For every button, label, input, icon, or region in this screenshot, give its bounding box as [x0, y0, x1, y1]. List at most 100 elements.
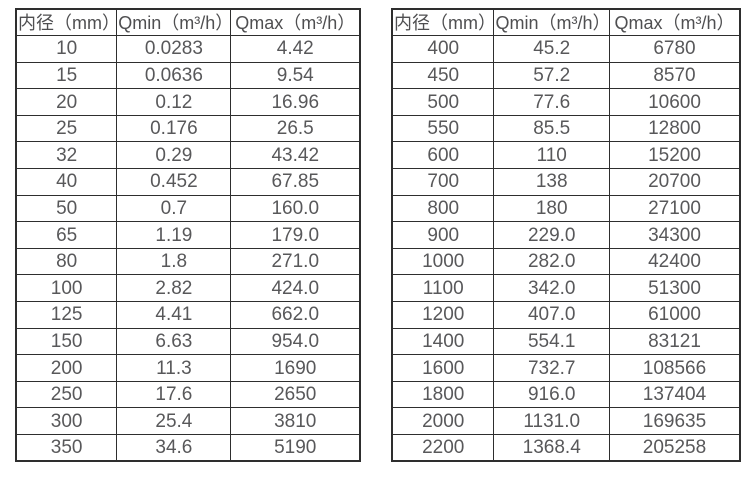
table-row: 100 2.82 424.0: [15, 274, 361, 303]
table-cell: 900: [391, 221, 495, 249]
table-cell: 65: [15, 221, 118, 249]
table-cell: 8570: [608, 61, 741, 90]
table-cell: 83121: [608, 327, 741, 356]
table-cell: 6.63: [116, 327, 232, 356]
table-row: 900 229.0 34300: [391, 221, 741, 249]
table-row: 125 4.41 662.0: [15, 301, 361, 329]
table-cell: 1368.4: [493, 434, 610, 462]
table-cell: 0.29: [116, 141, 232, 170]
table-cell: 0.452: [116, 168, 232, 196]
table-cell: 200: [15, 354, 118, 382]
table-cell: 110: [493, 141, 610, 170]
table-cell: 407.0: [493, 301, 610, 329]
table-cell: 2000: [391, 407, 495, 435]
table-cell: 17.6: [116, 380, 232, 409]
table-row: 1000 282.0 42400: [391, 247, 741, 276]
table-row: 25 0.176 26.5: [15, 114, 361, 143]
table-cell: 0.0283: [116, 35, 232, 63]
table-cell: 137404: [608, 380, 741, 409]
column-header-0: 内径（mm）: [391, 8, 495, 37]
table-cell: 15: [15, 61, 118, 90]
table-cell: 20: [15, 88, 118, 116]
table-cell: 3810: [230, 407, 361, 435]
table-cell: 179.0: [230, 221, 361, 249]
table-cell: 50: [15, 194, 118, 223]
table-row: 10 0.0283 4.42: [15, 35, 361, 63]
table-cell: 77.6: [493, 88, 610, 116]
table-cell: 16.96: [230, 88, 361, 116]
table-cell: 1200: [391, 301, 495, 329]
table-cell: 125: [15, 301, 118, 329]
table-cell: 180: [493, 194, 610, 223]
table-cell: 282.0: [493, 247, 610, 276]
table-cell: 554.1: [493, 327, 610, 356]
table-cell: 450: [391, 61, 495, 90]
table-cell: 0.7: [116, 194, 232, 223]
table-row: 2000 1131.0 169635: [391, 407, 741, 435]
table-cell: 10: [15, 35, 118, 63]
table-row: 65 1.19 179.0: [15, 221, 361, 249]
table-row: 550 85.5 12800: [391, 114, 741, 143]
table-cell: 67.85: [230, 168, 361, 196]
table-cell: 550: [391, 114, 495, 143]
table-cell: 10600: [608, 88, 741, 116]
table-row: 250 17.6 2650: [15, 380, 361, 409]
table-row: 150 6.63 954.0: [15, 327, 361, 356]
table-cell: 500: [391, 88, 495, 116]
table-row: 800 180 27100: [391, 194, 741, 223]
table-row: 1800 916.0 137404: [391, 380, 741, 409]
table-cell: 42400: [608, 247, 741, 276]
table-cell: 108566: [608, 354, 741, 382]
column-header-1: Qmin（m³/h）: [116, 8, 232, 37]
flow-table-right: 内径（mm） Qmin（m³/h） Qmax（m³/h） 400 45.2 6780 450…: [391, 8, 741, 463]
table-cell: 0.176: [116, 114, 232, 143]
table-cell: 9.54: [230, 61, 361, 90]
header-row: 内径（mm） Qmin（m³/h） Qmax（m³/h）: [391, 8, 741, 37]
table-row: 450 57.2 8570: [391, 61, 741, 90]
table-cell: 250: [15, 380, 118, 409]
table-cell: 5190: [230, 434, 361, 462]
table-row: 350 34.6 5190: [15, 434, 361, 462]
table-cell: 954.0: [230, 327, 361, 356]
table-row: 32 0.29 43.42: [15, 141, 361, 170]
table-cell: 1.19: [116, 221, 232, 249]
column-header-2: Qmax（m³/h）: [608, 8, 741, 37]
table-cell: 26.5: [230, 114, 361, 143]
column-header-0: 内径（mm）: [15, 8, 118, 37]
table-cell: 916.0: [493, 380, 610, 409]
table-cell: 150: [15, 327, 118, 356]
table-cell: 400: [391, 35, 495, 63]
column-header-1: Qmin（m³/h）: [493, 8, 610, 37]
table-row: 80 1.8 271.0: [15, 247, 361, 276]
table-cell: 12800: [608, 114, 741, 143]
table-row: 1400 554.1 83121: [391, 327, 741, 356]
table-cell: 1100: [391, 274, 495, 303]
table-cell: 0.12: [116, 88, 232, 116]
table-cell: 32: [15, 141, 118, 170]
table-cell: 25: [15, 114, 118, 143]
table-cell: 51300: [608, 274, 741, 303]
table-cell: 61000: [608, 301, 741, 329]
table-cell: 1131.0: [493, 407, 610, 435]
table-cell: 350: [15, 434, 118, 462]
table-cell: 25.4: [116, 407, 232, 435]
table-row: 50 0.7 160.0: [15, 194, 361, 223]
table-cell: 20700: [608, 168, 741, 196]
table-cell: 271.0: [230, 247, 361, 276]
table-cell: 27100: [608, 194, 741, 223]
table-cell: 40: [15, 168, 118, 196]
table-cell: 600: [391, 141, 495, 170]
table-cell: 205258: [608, 434, 741, 462]
table-row: 40 0.452 67.85: [15, 168, 361, 196]
table-cell: 169635: [608, 407, 741, 435]
table-row: 700 138 20700: [391, 168, 741, 196]
table-cell: 43.42: [230, 141, 361, 170]
table-cell: 732.7: [493, 354, 610, 382]
table-cell: 4.42: [230, 35, 361, 63]
table-cell: 1690: [230, 354, 361, 382]
table-cell: 4.41: [116, 301, 232, 329]
table-cell: 229.0: [493, 221, 610, 249]
table-row: 1200 407.0 61000: [391, 301, 741, 329]
table-row: 300 25.4 3810: [15, 407, 361, 435]
